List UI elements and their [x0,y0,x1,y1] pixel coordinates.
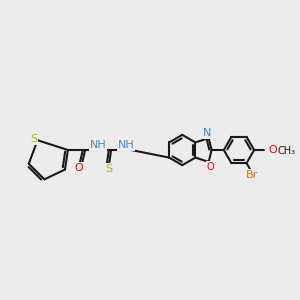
Text: N: N [202,128,211,138]
Text: O: O [268,145,277,155]
Text: O: O [207,162,214,172]
Text: O: O [75,163,83,172]
Text: NH: NH [90,140,106,150]
Text: S: S [106,164,113,174]
Text: NH: NH [118,140,135,150]
Text: CH₃: CH₃ [278,146,296,156]
Text: Br: Br [246,170,259,180]
Text: S: S [30,134,37,144]
